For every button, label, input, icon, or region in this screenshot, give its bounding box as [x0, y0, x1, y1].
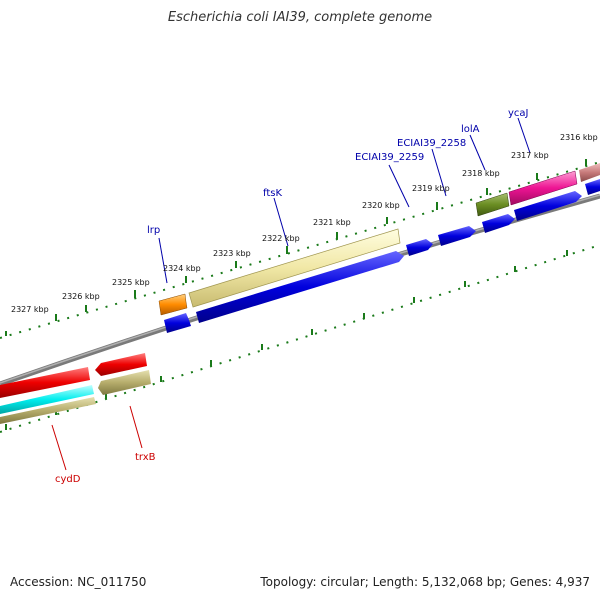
gene-labels: ycaJ lolA ECIAI39_2258 ECIAI39_2259 ftsK…: [55, 108, 529, 485]
gene-cydD-red-upper[interactable]: [0, 367, 90, 398]
ruler-label: 2318 kbp: [462, 169, 500, 178]
label-cydD[interactable]: cydD: [55, 474, 81, 485]
label-trxB[interactable]: trxB: [135, 452, 156, 463]
gene-olive-lower[interactable]: [0, 397, 96, 424]
genome-summary-text: Topology: circular; Length: 5,132,068 bp…: [260, 575, 590, 589]
cds-partial-right: [585, 179, 600, 195]
map-title: Escherichia coli IAI39, complete genome: [167, 10, 433, 25]
ruler-label: 2324 kbp: [163, 264, 201, 273]
ruler-label: 2320 kbp: [362, 201, 400, 210]
label-ECIAI39-2258[interactable]: ECIAI39_2258: [397, 138, 466, 149]
ruler-label: 2323 kbp: [213, 249, 251, 258]
forward-strand-genes: [158, 163, 600, 316]
label-ECIAI39-2259[interactable]: ECIAI39_2259: [355, 152, 424, 163]
cds-ycaJ[interactable]: [514, 191, 582, 221]
cds-ftsK[interactable]: [196, 251, 404, 323]
label-leaders: [51, 117, 531, 471]
gene-lolA[interactable]: [475, 192, 510, 217]
label-lolA[interactable]: lolA: [461, 124, 480, 135]
ruler-label: 2317 kbp: [511, 151, 549, 160]
gene-cyan[interactable]: [0, 385, 94, 414]
ruler-label: 2319 kbp: [412, 184, 450, 193]
gene-lrp[interactable]: [158, 293, 188, 316]
ruler-label: 2322 kbp: [262, 234, 300, 243]
cds-ECIAI39-2259[interactable]: [406, 239, 433, 256]
gene-trxB[interactable]: [98, 370, 151, 395]
ruler-label: 2316 kbp: [560, 133, 598, 142]
ruler-label: 2327 kbp: [11, 305, 49, 314]
reverse-strand-genes: [0, 353, 151, 424]
cds-ECIAI39-2258[interactable]: [438, 226, 476, 246]
ruler-label: 2325 kbp: [112, 278, 150, 287]
cds-lrp[interactable]: [164, 313, 191, 333]
outer-tick-track: [0, 159, 600, 339]
forward-cds-track: [164, 179, 600, 333]
ruler-label: 2321 kbp: [313, 218, 351, 227]
label-ycaJ[interactable]: ycaJ: [508, 108, 529, 119]
cds-lolA[interactable]: [482, 214, 515, 233]
gene-partial-right: [579, 163, 600, 182]
ruler-labels: 2316 kbp 2317 kbp 2318 kbp 2319 kbp 2320…: [11, 133, 598, 314]
label-lrp[interactable]: lrp: [147, 225, 160, 236]
gene-ftsK[interactable]: [188, 228, 401, 308]
label-ftsK[interactable]: ftsK: [263, 188, 282, 199]
gene-ycaJ[interactable]: [508, 170, 578, 206]
ruler-label: 2326 kbp: [62, 292, 100, 301]
gene-red-right[interactable]: [95, 353, 147, 376]
accession-text: Accession: NC_011750: [10, 575, 147, 589]
